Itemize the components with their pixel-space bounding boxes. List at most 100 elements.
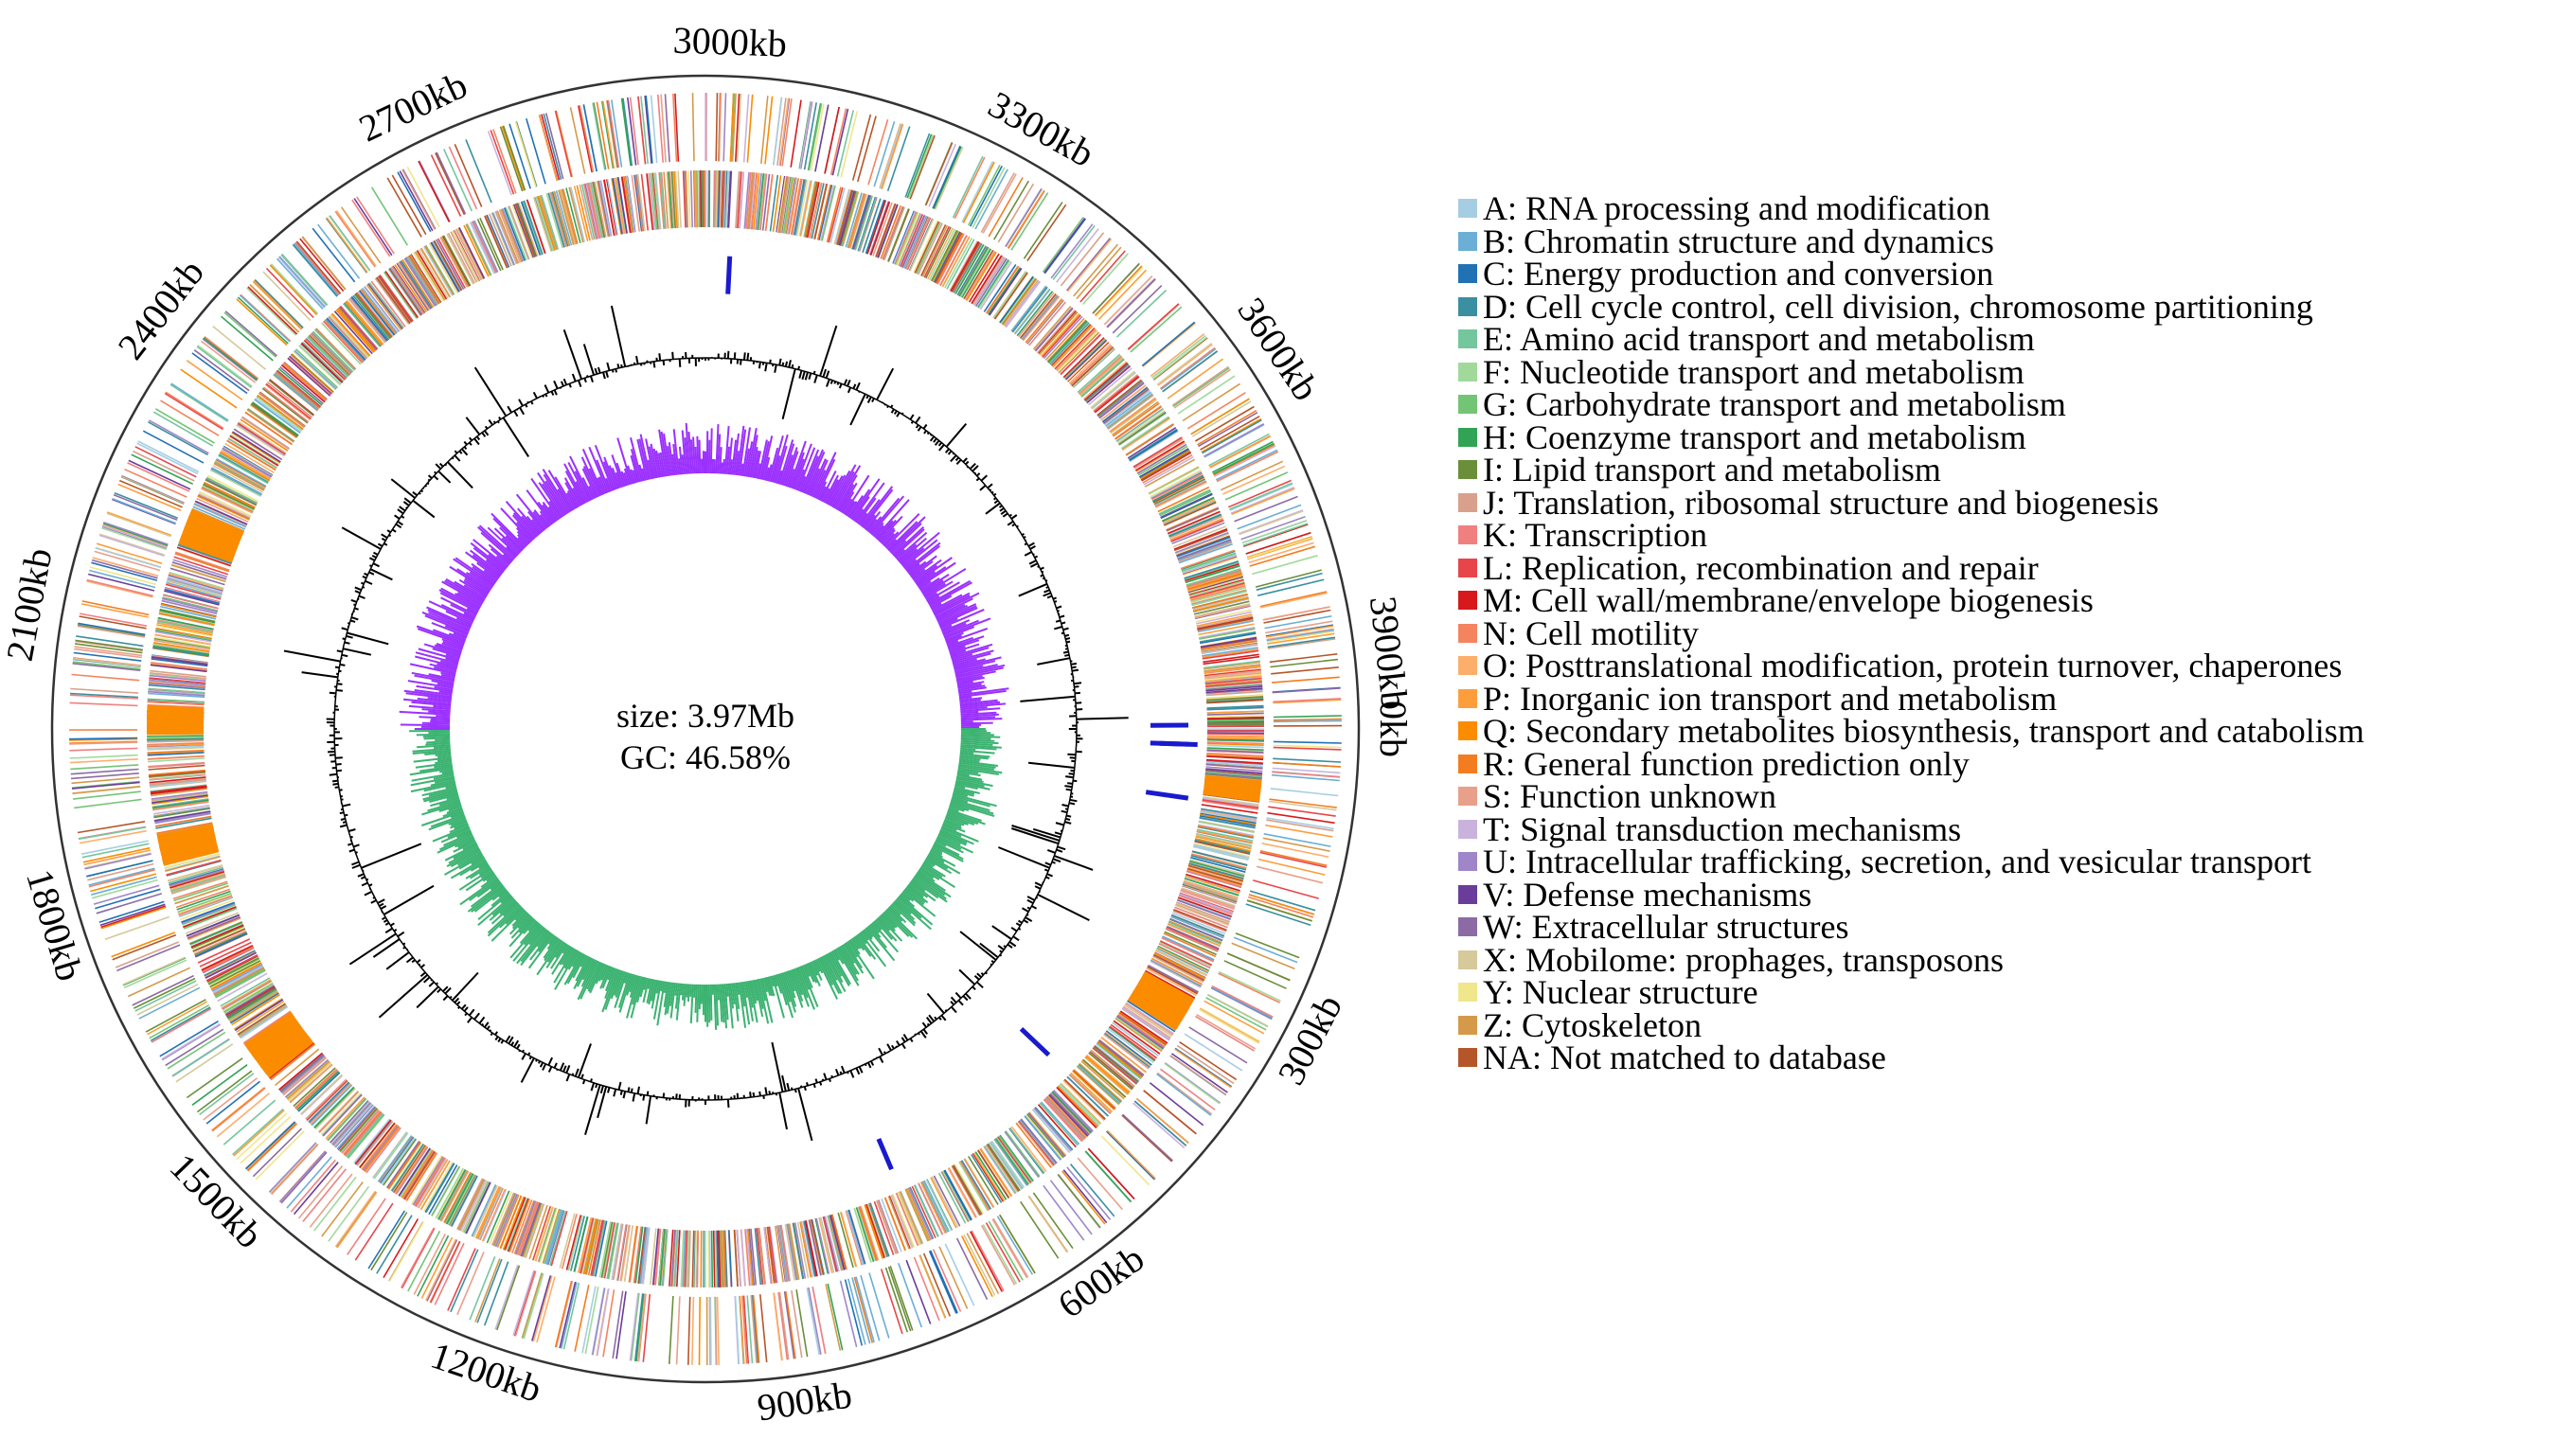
reverse-cds-mark (1097, 381, 1144, 418)
reverse-cds-mark (1193, 596, 1249, 613)
reverse-cds-mark (1046, 1095, 1087, 1139)
reverse-cds-mark (360, 1123, 397, 1169)
reverse-cds-mark (158, 613, 215, 627)
gc-content-bar (331, 779, 338, 783)
gc-content-bar (886, 1043, 892, 1051)
forward-cds-mark (136, 983, 199, 1016)
reverse-cds-mark (298, 345, 341, 386)
gc-content-bar (1065, 637, 1071, 641)
reverse-cds-mark (1107, 394, 1154, 430)
reverse-cds-mark (469, 222, 495, 275)
forward-cds-mark (340, 206, 382, 264)
gc-skew-bar (439, 592, 479, 613)
reverse-cds-mark (720, 1230, 723, 1287)
gc-skew-bar (436, 643, 462, 653)
forward-cds-mark (1262, 837, 1330, 852)
forward-cds-mark (596, 1288, 610, 1357)
gc-skew-bar (723, 426, 730, 474)
reverse-cds-mark (201, 488, 253, 514)
gc-skew-bar (413, 756, 452, 763)
gc-skew-bar (429, 663, 457, 672)
gc-skew-bar (446, 807, 463, 814)
reverse-cds-mark (223, 446, 273, 477)
reverse-cds-mark (598, 180, 612, 237)
gc-skew-bar (939, 828, 974, 845)
reverse-cds-mark (1206, 720, 1264, 723)
forward-cds-mark (1194, 405, 1255, 442)
gc-skew-bar (473, 547, 505, 573)
forward-cds-mark (124, 468, 187, 498)
reverse-cds-mark (1001, 277, 1037, 326)
reverse-cds-mark (440, 236, 470, 288)
reverse-cds-mark (956, 245, 987, 296)
gc-skew-bar (796, 447, 816, 491)
gc-skew-bar (808, 458, 827, 496)
reverse-cds-mark (281, 363, 327, 402)
forward-cds-mark (1087, 1147, 1135, 1199)
reverse-cds-mark (1105, 392, 1152, 428)
rrna-mark (1019, 1026, 1051, 1057)
forward-cds-mark (425, 1238, 457, 1302)
forward-cds-mark (79, 615, 147, 630)
reverse-cds-mark (336, 1106, 376, 1150)
forward-cds-mark (290, 1159, 336, 1213)
gc-skew-bar (775, 445, 788, 484)
forward-cds-mark (1106, 1130, 1155, 1181)
reverse-cds-mark (262, 386, 310, 423)
gc-skew-bar (598, 964, 608, 982)
reverse-cds-mark (906, 1187, 932, 1241)
reverse-cds-mark (834, 188, 851, 245)
forward-cds-mark (82, 846, 151, 863)
reverse-cds-mark (1177, 539, 1232, 560)
forward-cds-mark (1253, 879, 1319, 899)
gc-content-bar (1054, 831, 1062, 836)
reverse-cds-mark (465, 223, 492, 276)
reverse-cds-mark (763, 1227, 772, 1284)
gc-skew-bar (456, 568, 491, 592)
reverse-cds-mark (437, 1169, 467, 1220)
reverse-cds-mark (1066, 1075, 1109, 1117)
reverse-cds-mark (776, 175, 787, 233)
reverse-cds-mark (298, 345, 342, 385)
reverse-cds-mark (855, 1207, 875, 1262)
reverse-cds-mark (174, 885, 229, 905)
forward-cds-mark (137, 440, 200, 473)
reverse-cds-mark (300, 342, 344, 383)
reverse-cds-mark (1201, 643, 1258, 653)
reverse-cds-mark (289, 1063, 333, 1103)
reverse-cds-mark (805, 181, 818, 238)
gc-skew-bar (562, 944, 570, 954)
gc-skew-bar (912, 877, 948, 903)
gc-skew-bar (851, 496, 870, 521)
gc-content-bar (893, 410, 898, 416)
forward-cds-mark (1271, 666, 1339, 675)
gc-skew-bar (729, 459, 733, 475)
gc-content-bar (467, 1016, 473, 1023)
reverse-cds-mark (1194, 604, 1251, 619)
reverse-cds-mark (1201, 640, 1257, 651)
forward-cds-mark (1196, 1014, 1257, 1050)
reverse-cds-mark (215, 969, 266, 999)
reverse-cds-mark (167, 578, 223, 596)
reverse-cds-mark (1190, 584, 1246, 601)
reverse-cds-mark (313, 1087, 355, 1128)
reverse-cds-mark (159, 610, 216, 624)
forward-cds-mark (236, 1112, 288, 1160)
reverse-cds-mark (287, 357, 331, 397)
reverse-cds-mark (1153, 478, 1205, 506)
forward-cds-mark (1211, 985, 1274, 1020)
gc-content-bar (478, 1016, 486, 1024)
forward-cds-mark (880, 1269, 903, 1335)
forward-cds-mark (98, 534, 165, 558)
reverse-cds-mark (739, 171, 745, 229)
reverse-cds-mark (1196, 615, 1253, 629)
gc-skew-bar (959, 751, 974, 755)
reverse-cds-mark (865, 199, 885, 255)
gc-content-bar (849, 393, 866, 426)
reverse-cds-mark (1037, 310, 1076, 354)
forward-cds-mark (96, 542, 163, 564)
reverse-cds-mark (1176, 535, 1230, 557)
reverse-cds-mark (995, 1137, 1030, 1185)
forward-cds-mark (675, 1296, 681, 1365)
reverse-cds-mark (894, 211, 918, 265)
